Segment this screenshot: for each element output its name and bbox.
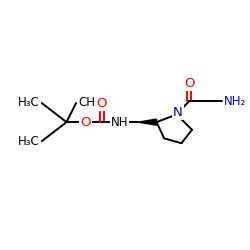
Text: H₃C: H₃C <box>18 96 40 110</box>
Text: NH₂: NH₂ <box>224 94 246 108</box>
Polygon shape <box>138 119 156 125</box>
Text: N: N <box>173 106 182 119</box>
Text: O: O <box>184 77 194 90</box>
Text: H₃C: H₃C <box>18 135 40 148</box>
Text: CH₃: CH₃ <box>78 96 100 110</box>
Text: O: O <box>97 98 107 110</box>
Text: NH: NH <box>110 116 128 129</box>
Text: O: O <box>80 116 91 129</box>
